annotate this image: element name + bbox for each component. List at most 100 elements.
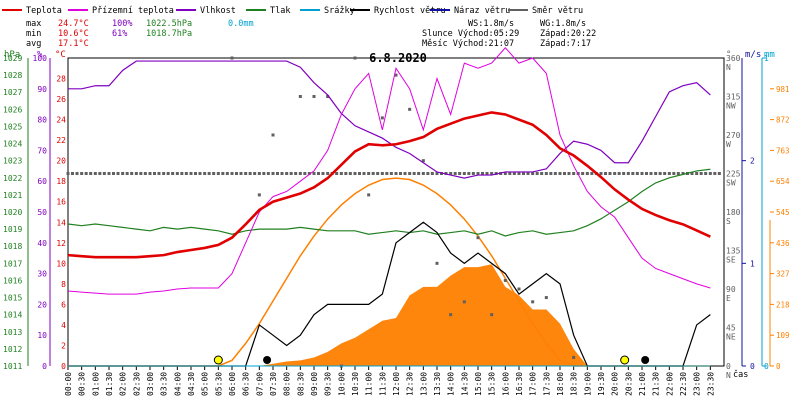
stats-max-rain: 0.0mm bbox=[228, 19, 254, 29]
wind-direction-point bbox=[180, 172, 184, 175]
plot-area bbox=[66, 46, 721, 368]
temperature-tick-12: 24 bbox=[56, 116, 66, 125]
pressure-tick-9: 1020 bbox=[3, 208, 22, 217]
unit-deg: ° bbox=[726, 50, 731, 60]
wind-direction-point bbox=[585, 172, 589, 175]
wind-direction-point bbox=[285, 172, 289, 175]
wind-direction-point bbox=[298, 172, 302, 175]
wind-direction-point bbox=[476, 172, 480, 175]
wind-direction-point bbox=[93, 172, 97, 175]
series-pressure bbox=[67, 168, 711, 237]
wind-direction-point bbox=[635, 172, 639, 175]
wind-direction-scatter-point bbox=[572, 355, 576, 359]
wind-direction-scatter-point bbox=[544, 296, 548, 300]
stats-min-hum: 61% bbox=[112, 29, 127, 39]
wind-direction-point bbox=[362, 172, 366, 175]
wind-direction-point bbox=[367, 172, 371, 175]
legend-label-0: Teplota bbox=[26, 6, 62, 16]
wind-direction-point bbox=[271, 172, 275, 175]
wind-direction-point bbox=[676, 172, 680, 175]
wind-direction-point bbox=[175, 172, 179, 175]
x-tick-6: 03:00 bbox=[146, 372, 155, 396]
wind-direction-point bbox=[471, 172, 475, 175]
legend-label-4: Srážky bbox=[324, 6, 355, 16]
wind-direction-point bbox=[353, 172, 357, 175]
unit-ms: m/s bbox=[745, 50, 761, 60]
solar-tick-6: 654 bbox=[776, 177, 790, 186]
wind-direction-point bbox=[203, 172, 207, 175]
wind-direction-point bbox=[563, 172, 566, 175]
temperature-tick-14: 28 bbox=[56, 75, 66, 84]
wind-direction-point bbox=[380, 172, 384, 175]
temperature-tick-3: 6 bbox=[61, 300, 66, 309]
solar-tick-5: 545 bbox=[776, 208, 790, 217]
stats-min-temp: 10.6°C bbox=[58, 29, 89, 39]
wind-direction-point bbox=[239, 172, 243, 175]
direction-dir-3: SE bbox=[726, 256, 736, 265]
wind-direction-point bbox=[663, 172, 667, 175]
x-tick-24: 12:00 bbox=[392, 372, 401, 396]
x-tick-26: 13:00 bbox=[419, 372, 428, 396]
wind-direction-point bbox=[658, 172, 662, 175]
stats-avg-temp: 17.1°C bbox=[58, 39, 89, 49]
wind-direction-point bbox=[481, 172, 484, 175]
solar-tick-3: 327 bbox=[776, 270, 790, 279]
x-tick-29: 14:30 bbox=[460, 372, 469, 396]
wind-direction-point bbox=[631, 172, 635, 175]
x-tick-43: 21:30 bbox=[652, 372, 661, 396]
x-tick-17: 08:30 bbox=[296, 372, 305, 396]
temperature-tick-7: 14 bbox=[56, 218, 66, 227]
wind-direction-point bbox=[599, 172, 603, 175]
x-tick-35: 17:30 bbox=[542, 372, 551, 396]
temperature-tick-5: 10 bbox=[56, 259, 66, 268]
wind-direction-point bbox=[143, 172, 147, 175]
stats-min-label: min bbox=[26, 29, 41, 39]
wind-direction-scatter-point bbox=[312, 95, 316, 98]
wind-direction-scatter-point bbox=[408, 107, 412, 111]
sun-rise: Slunce Východ:05:29 bbox=[422, 29, 519, 39]
x-tick-46: 23:00 bbox=[693, 372, 702, 396]
wind-direction-point bbox=[189, 172, 193, 175]
direction-dir-2: E bbox=[726, 294, 731, 303]
wind-direction-scatter-point bbox=[271, 133, 275, 137]
x-tick-7: 03:30 bbox=[160, 372, 169, 396]
humidity-tick-9: 90 bbox=[37, 85, 47, 94]
wind-direction-point bbox=[426, 172, 430, 175]
wind-direction-point bbox=[690, 172, 694, 175]
wind-direction-scatter-point bbox=[421, 159, 425, 163]
wind-direction-scatter-point bbox=[531, 300, 535, 304]
wind-info: WS:1.8m/s WG:1.8m/s Slunce Východ:05:29 … bbox=[422, 19, 596, 49]
legend-label-1: Přízemní teplota bbox=[92, 6, 174, 16]
moon-set: Západ:7:17 bbox=[540, 39, 591, 49]
wind-tick-2: 2 bbox=[750, 157, 755, 166]
wind-direction-point bbox=[467, 172, 471, 175]
rain-tick-1: 1 bbox=[764, 54, 769, 63]
x-tick-40: 20:00 bbox=[611, 372, 620, 396]
x-tick-37: 18:30 bbox=[570, 372, 579, 396]
wind-direction-point bbox=[98, 172, 102, 175]
wind-direction-point bbox=[266, 172, 270, 175]
x-tick-5: 02:30 bbox=[132, 372, 141, 396]
x-tick-4: 02:00 bbox=[119, 372, 128, 396]
wind-direction-point bbox=[221, 172, 225, 175]
direction-tick-3: 135 bbox=[726, 247, 741, 256]
moon-marker-icon bbox=[641, 356, 650, 364]
temperature-tick-2: 4 bbox=[61, 321, 66, 330]
wind-direction-point bbox=[344, 172, 348, 175]
x-tick-3: 01:30 bbox=[105, 372, 114, 396]
solar-tick-0: 0 bbox=[776, 362, 781, 371]
wind-direction-point bbox=[608, 172, 612, 175]
x-tick-33: 16:30 bbox=[515, 372, 524, 396]
series-ground-temperature bbox=[67, 46, 711, 295]
wind-direction-point bbox=[321, 172, 325, 175]
wind-direction-point bbox=[385, 172, 389, 175]
wind-direction-point bbox=[289, 172, 293, 175]
x-tick-32: 16:00 bbox=[501, 372, 510, 396]
wind-direction-point bbox=[216, 172, 220, 175]
x-tick-23: 11:30 bbox=[378, 372, 387, 396]
x-tick-28: 14:00 bbox=[447, 372, 456, 396]
wind-direction-point bbox=[166, 172, 170, 175]
wind-direction-scatter-point bbox=[298, 95, 302, 98]
wind-direction-point bbox=[84, 172, 88, 175]
x-tick-1: 00:30 bbox=[78, 372, 87, 396]
